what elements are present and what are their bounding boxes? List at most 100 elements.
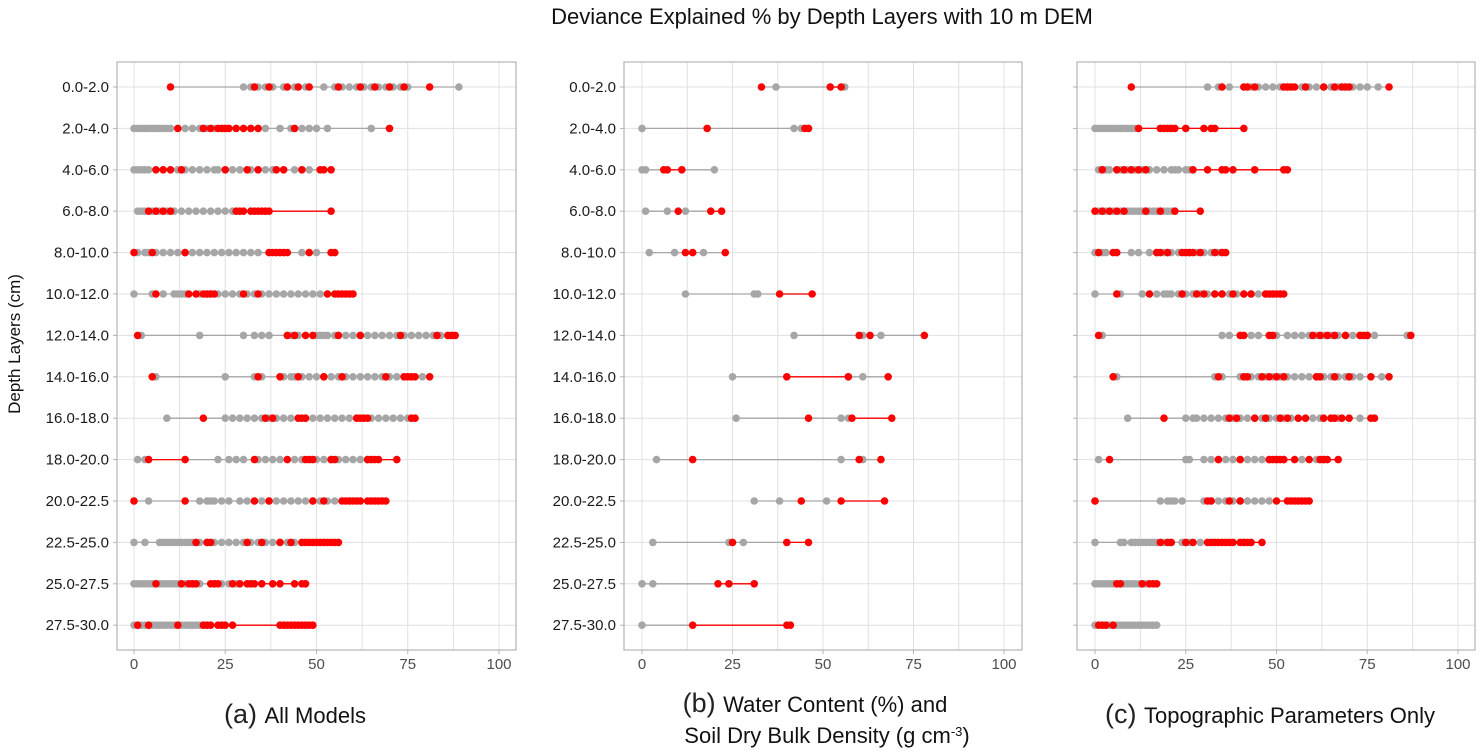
point-gray — [323, 124, 332, 133]
point-gray — [754, 290, 762, 298]
point-red — [393, 455, 401, 464]
caption-superscript: -3 — [951, 724, 963, 739]
point-red — [1272, 373, 1281, 381]
point-red — [254, 290, 262, 298]
point-red — [371, 83, 379, 91]
point-red — [425, 83, 434, 91]
point-red — [206, 621, 215, 629]
point-red — [250, 455, 259, 464]
point-gray — [239, 248, 248, 257]
point-red — [327, 166, 335, 174]
depth-row-20.0-22.5 — [750, 497, 889, 505]
point-red — [884, 373, 892, 381]
point-red — [411, 373, 419, 381]
point-red — [265, 497, 273, 505]
point-gray — [214, 207, 222, 215]
point-red — [848, 414, 856, 423]
point-gray — [418, 373, 427, 381]
point-red — [152, 580, 160, 588]
x-tick-label: 75 — [905, 656, 922, 673]
point-gray — [195, 497, 204, 505]
depth-row-12.0-14.0 — [790, 331, 929, 340]
point-red — [254, 373, 262, 381]
point-gray — [257, 331, 266, 340]
point-gray — [649, 580, 657, 588]
point-gray — [1225, 83, 1234, 91]
point-gray — [195, 166, 204, 174]
point-gray — [232, 455, 240, 464]
point-red — [1276, 414, 1284, 423]
point-red — [334, 331, 343, 340]
y-tick-label: 2.0-4.0 — [62, 120, 109, 137]
point-gray — [1250, 497, 1259, 505]
depth-row-6.0-8.0 — [1091, 207, 1205, 215]
point-red — [725, 580, 733, 588]
point-red — [309, 455, 317, 464]
point-gray — [309, 414, 317, 423]
point-gray — [1200, 414, 1208, 423]
point-red — [338, 373, 346, 381]
point-gray — [243, 497, 251, 505]
point-red — [1109, 621, 1117, 629]
point-red — [283, 331, 292, 340]
point-red — [192, 580, 200, 588]
y-tick-label: 27.5-30.0 — [553, 617, 616, 634]
x-tick-label: 100 — [486, 656, 511, 673]
point-gray — [272, 290, 281, 298]
depth-row-8.0-10.0 — [645, 248, 730, 257]
y-tick-label: 10.0-12.0 — [46, 286, 109, 303]
point-gray — [1377, 373, 1386, 381]
point-red — [1279, 455, 1288, 464]
depth-row-4.0-6.0 — [1094, 166, 1292, 174]
depth-row-14.0-16.0 — [148, 373, 434, 381]
point-gray — [316, 290, 324, 298]
depth-row-22.5-25.0 — [649, 538, 813, 547]
point-gray — [837, 414, 845, 423]
point-gray — [330, 497, 339, 505]
point-red — [356, 331, 365, 340]
point-red — [706, 207, 715, 215]
point-gray — [327, 373, 335, 381]
point-gray — [378, 331, 387, 340]
point-red — [1243, 373, 1252, 381]
point-gray — [221, 373, 230, 381]
point-red — [272, 166, 281, 174]
point-red — [1236, 455, 1244, 464]
point-red — [323, 290, 332, 298]
point-red — [290, 124, 299, 133]
point-gray — [294, 497, 303, 505]
point-gray — [214, 166, 222, 174]
point-gray — [323, 414, 332, 423]
point-gray — [163, 414, 171, 423]
point-red — [1240, 124, 1248, 133]
point-red — [309, 331, 317, 340]
point-red — [221, 166, 230, 174]
point-red — [1109, 373, 1117, 381]
point-red — [920, 331, 929, 340]
point-gray — [775, 497, 784, 505]
point-red — [1094, 331, 1103, 340]
point-gray — [1258, 455, 1266, 464]
point-red — [663, 166, 672, 174]
point-red — [1142, 207, 1150, 215]
point-red — [1138, 580, 1146, 588]
point-red — [804, 124, 813, 133]
point-red — [1338, 414, 1346, 423]
point-gray — [225, 497, 233, 505]
point-gray — [1178, 497, 1186, 505]
point-gray — [1243, 497, 1252, 505]
point-gray — [159, 290, 167, 298]
y-tick-label: 8.0-10.0 — [54, 245, 109, 262]
point-gray — [1250, 455, 1259, 464]
point-red — [239, 290, 248, 298]
point-red — [1258, 373, 1266, 381]
point-red — [1367, 373, 1375, 381]
point-red — [1163, 248, 1172, 257]
depth-row-18.0-20.0 — [1094, 455, 1343, 464]
point-red — [1229, 538, 1237, 547]
point-red — [192, 538, 200, 547]
point-gray — [739, 538, 748, 547]
point-red — [1265, 373, 1274, 381]
point-gray — [250, 414, 259, 423]
point-red — [1127, 83, 1136, 91]
